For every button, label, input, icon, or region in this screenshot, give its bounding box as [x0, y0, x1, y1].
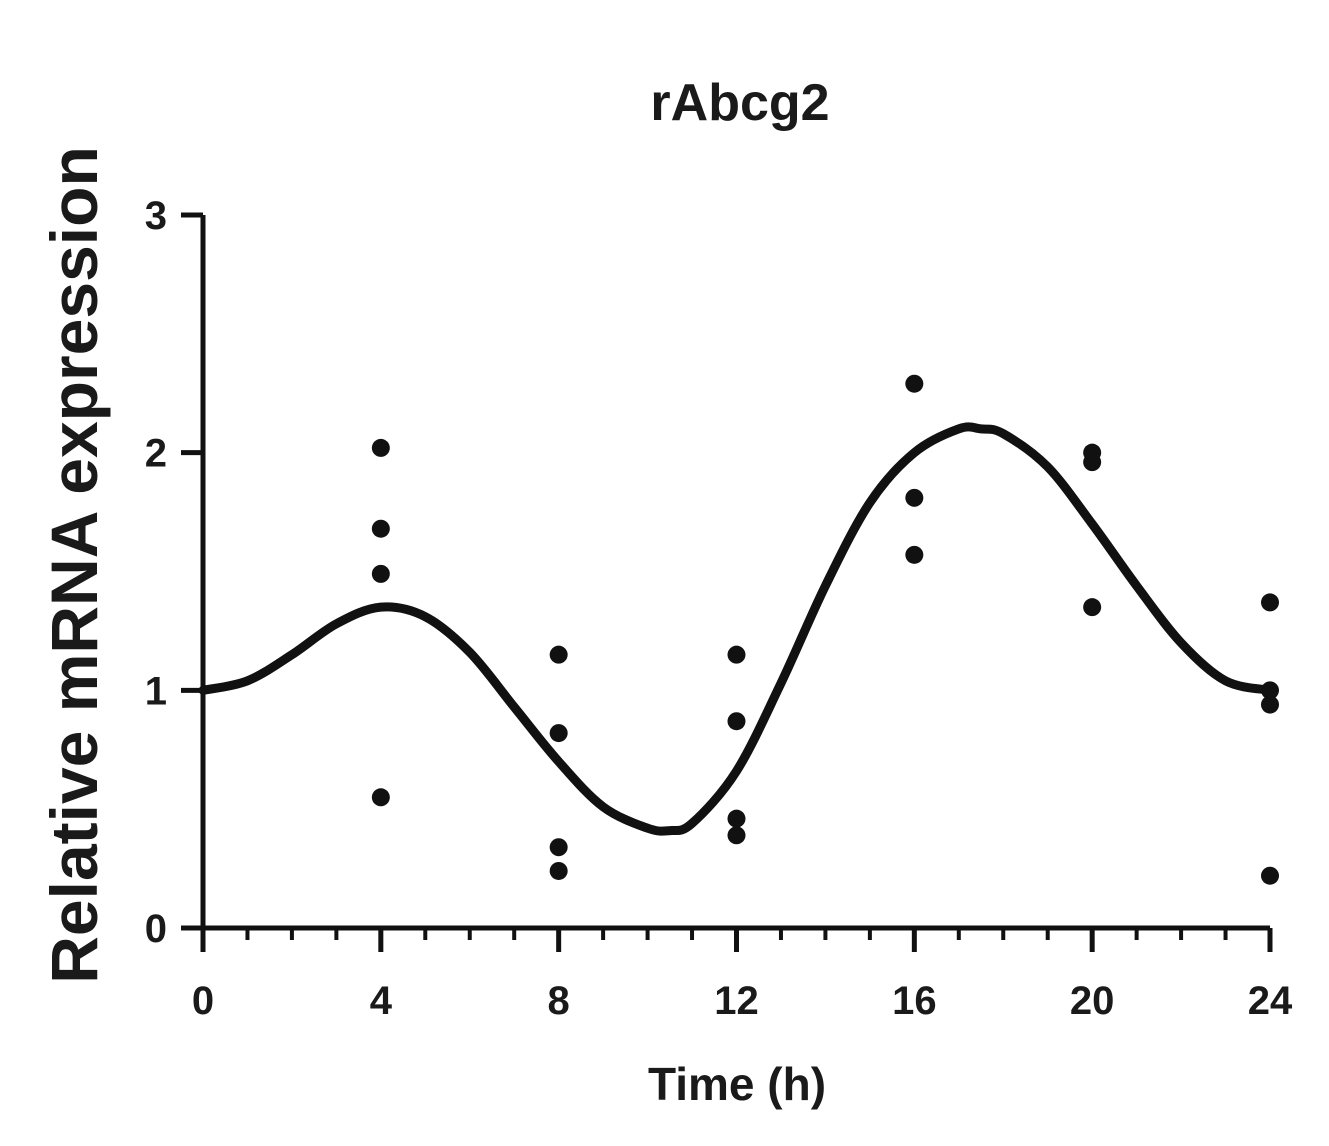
curve-layer: [198, 422, 1275, 836]
data-point: [727, 809, 746, 828]
x-tick-label: 0: [192, 979, 214, 1023]
data-point: [727, 826, 746, 845]
data-point: [1261, 695, 1279, 714]
data-point: [1261, 593, 1279, 612]
x-tick-label: 4: [370, 979, 393, 1023]
data-point: [549, 724, 568, 743]
data-point: [549, 645, 568, 664]
data-point: [905, 374, 924, 393]
x-tick-label: 20: [1070, 979, 1115, 1023]
y-tick-label: 0: [145, 907, 167, 951]
data-point: [1083, 598, 1102, 617]
data-point: [905, 488, 924, 507]
data-point: [371, 438, 390, 457]
data-point: [1083, 453, 1102, 472]
data-point: [371, 564, 390, 583]
x-tick-label: 8: [548, 979, 570, 1023]
x-axis-label: Time (h): [648, 1058, 826, 1110]
data-point: [1261, 681, 1279, 700]
y-tick-label: 2: [145, 432, 167, 476]
x-tick-label: 12: [714, 979, 759, 1023]
data-point: [1261, 866, 1279, 885]
data-point: [727, 712, 746, 731]
chart-title: rAbcg2: [650, 74, 829, 132]
points-layer: [371, 374, 1279, 885]
x-tick-label: 16: [892, 979, 937, 1023]
data-point: [727, 645, 746, 664]
y-axis-label: Relative mRNA expression: [37, 146, 111, 984]
fit-curve-line: [198, 422, 1275, 836]
y-tick-label: 3: [145, 194, 167, 238]
data-point: [371, 788, 390, 807]
y-tick-label: 1: [145, 669, 167, 713]
data-point: [549, 838, 568, 857]
data-point: [905, 545, 924, 564]
x-tick-label: 24: [1248, 979, 1293, 1023]
data-point: [549, 861, 568, 880]
data-point: [371, 519, 390, 538]
